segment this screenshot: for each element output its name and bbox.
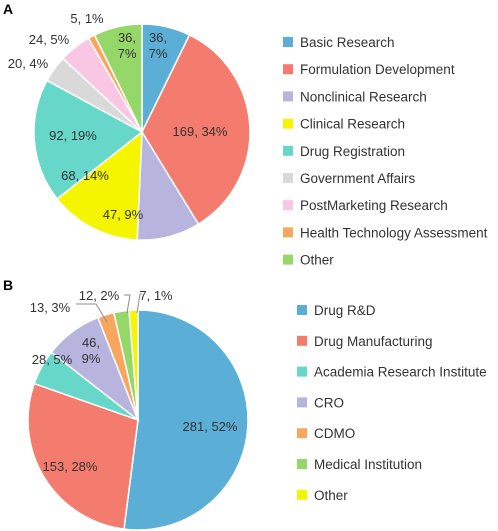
legend-label-academia-research-institute: Academia Research Institute: [314, 365, 487, 380]
legend-label-other: Other: [300, 253, 334, 268]
legend-label-other: Other: [314, 488, 348, 503]
slice-label-other: 7, 1%: [139, 288, 173, 303]
pie-slice-clinical-research: [56, 130, 143, 241]
slice-label-health-technology-assessment: 5, 1%: [70, 11, 104, 26]
legend-swatch-formulation-development: [283, 64, 293, 75]
slice-label-academia-research-institute: 28, 5%: [32, 352, 73, 367]
slice-label-government-affairs: 20, 4%: [8, 56, 49, 71]
panel-letter-b: B: [3, 277, 13, 293]
slice-label-formulation-development: 169, 34%: [173, 124, 228, 139]
legend-label-drug-r-d: Drug R&D: [314, 303, 376, 318]
legend-item-drug-r-d: Drug R&D: [297, 303, 376, 318]
legend-swatch-drug-r-d: [297, 305, 307, 315]
legend-label-nonclinical-research: Nonclinical Research: [300, 89, 427, 104]
legend-b: Drug R&D Drug Manufacturing Academia Resea…: [297, 303, 487, 503]
legend-a: Basic Research Formulation Development Non…: [283, 35, 488, 268]
legend-label-drug-registration: Drug Registration: [300, 144, 405, 159]
leader-line-other: [136, 293, 142, 314]
legend-swatch-postmarketing-research: [283, 200, 293, 211]
slice-label-drug-manufacturing: 153, 28%: [43, 459, 98, 474]
legend-label-government-affairs: Government Affairs: [300, 171, 416, 186]
legend-item-formulation-development: Formulation Development: [283, 62, 455, 77]
legend-item-other: Other: [297, 488, 348, 503]
slice-label-postmarketing-research: 24, 5%: [29, 32, 70, 47]
legend-swatch-government-affairs: [283, 173, 293, 183]
slice-label-nonclinical-research: 47, 9%: [103, 207, 144, 222]
legend-swatch-other: [297, 489, 307, 500]
legend-item-drug-manufacturing: Drug Manufacturing: [297, 334, 433, 349]
legend-label-postmarketing-research: PostMarketing Research: [300, 198, 448, 213]
pie-chart-a: 36, 7% 169, 34% 47, 9% 68, 14% 92, 19% 20, 4% 2…: [8, 11, 251, 241]
legend-item-other: Other: [283, 253, 334, 268]
legend-swatch-cro: [297, 397, 307, 408]
legend-item-cro: CRO: [297, 395, 344, 410]
legend-label-drug-manufacturing: Drug Manufacturing: [314, 334, 433, 349]
legend-item-drug-registration: Drug Registration: [283, 144, 405, 159]
pie-slice-drug-r-d: [123, 309, 249, 531]
legend-swatch-nonclinical-research: [283, 91, 293, 102]
legend-label-formulation-development: Formulation Development: [300, 62, 455, 77]
legend-item-postmarketing-research: PostMarketing Research: [283, 198, 448, 213]
pie-slice-other: [93, 23, 143, 133]
legend-item-government-affairs: Government Affairs: [283, 171, 416, 186]
legend-swatch-medical-institution: [297, 459, 307, 469]
pie-slice-formulation-development: [141, 33, 251, 226]
legend-label-health-technology-assessment: Health Technology Assessment: [300, 225, 488, 240]
pie-slice-other: [128, 309, 139, 421]
legend-item-medical-institution: Medical Institution: [297, 457, 422, 472]
slice-label-clinical-research: 68, 14%: [61, 168, 109, 183]
legend-label-cro: CRO: [314, 395, 344, 410]
legend-swatch-other: [283, 254, 293, 265]
slice-label-drug-registration: 92, 19%: [49, 128, 97, 143]
leader-line-cdmo: [76, 303, 108, 323]
legend-swatch-academia-research-institute: [297, 366, 307, 377]
legend-label-medical-institution: Medical Institution: [314, 457, 422, 472]
legend-label-basic-research: Basic Research: [300, 35, 395, 50]
legend-label-clinical-research: Clinical Research: [300, 117, 405, 132]
legend-swatch-drug-registration: [283, 145, 293, 156]
pie-chart-b: 281, 52% 153, 28% 28, 5% 46, 9% 13, 3% 12, 2% 7…: [27, 288, 249, 531]
legend-item-nonclinical-research: Nonclinical Research: [283, 89, 427, 104]
slice-label-drug-r-d: 281, 52%: [183, 419, 238, 434]
legend-swatch-basic-research: [283, 37, 293, 47]
pie-slice-drug-manufacturing: [27, 382, 139, 530]
legend-item-academia-research-institute: Academia Research Institute: [297, 365, 487, 380]
legend-swatch-clinical-research: [283, 118, 293, 129]
legend-item-basic-research: Basic Research: [283, 35, 395, 50]
legend-label-cdmo: CDMO: [314, 426, 355, 441]
legend-swatch-health-technology-assessment: [283, 227, 293, 238]
legend-item-cdmo: CDMO: [297, 426, 355, 441]
legend-swatch-drug-manufacturing: [297, 335, 307, 346]
legend-swatch-cdmo: [297, 428, 307, 439]
panel-letter-a: A: [3, 1, 13, 17]
slice-label-cdmo: 13, 3%: [30, 300, 71, 315]
slice-label-cro: 46, 9%: [82, 335, 101, 366]
legend-item-clinical-research: Clinical Research: [283, 117, 405, 132]
legend-item-health-technology-assessment: Health Technology Assessment: [283, 225, 488, 240]
slice-label-medical-institution: 12, 2%: [79, 288, 120, 303]
pie-slice-drug-registration: [33, 79, 144, 200]
slice-label-basic-research: 36, 7%: [149, 30, 168, 61]
leader-line-medical-institution: [124, 294, 131, 314]
slice-label-other: 36, 7%: [118, 30, 137, 61]
